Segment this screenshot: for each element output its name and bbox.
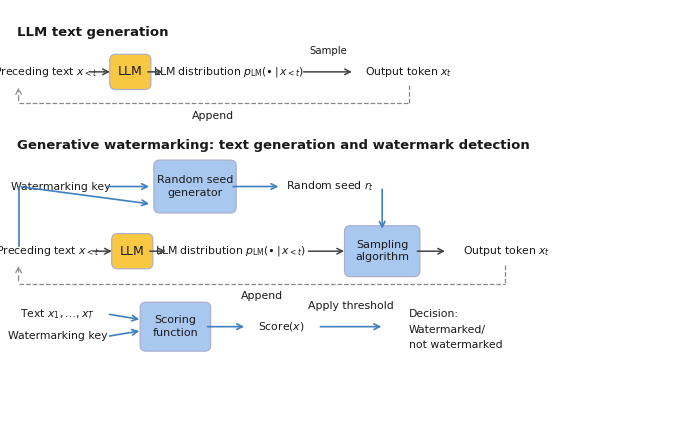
Text: Text $x_1, \ldots, x_T$: Text $x_1, \ldots, x_T$ [21,307,95,321]
Text: Watermarking key: Watermarking key [11,181,110,192]
Text: Preceding text $x_{<t}$: Preceding text $x_{<t}$ [0,244,100,258]
Text: LLM: LLM [118,65,142,78]
Text: Watermarking key: Watermarking key [8,332,108,341]
Text: Output token $x_t$: Output token $x_t$ [463,244,550,258]
Text: LLM: LLM [120,245,145,258]
Text: Output token $x_t$: Output token $x_t$ [365,65,452,79]
Text: Random seed
generator: Random seed generator [157,175,233,198]
Text: Apply threshold: Apply threshold [308,301,394,311]
Text: Decision:: Decision: [409,309,459,319]
Text: Scoring
function: Scoring function [153,315,198,338]
FancyBboxPatch shape [154,160,236,213]
Text: LLM distribution $p_\mathrm{LM}(\bullet\,|\,x_{<t})$: LLM distribution $p_\mathrm{LM}(\bullet\… [153,65,304,79]
Text: Preceding text $x_{<t}$: Preceding text $x_{<t}$ [0,65,98,79]
FancyBboxPatch shape [110,54,151,89]
Text: Append: Append [192,111,234,121]
FancyBboxPatch shape [140,302,211,351]
Text: Sample: Sample [309,46,347,56]
Text: Random seed $r_t$: Random seed $r_t$ [286,180,374,193]
Text: Sampling
algorithm: Sampling algorithm [356,240,409,262]
Text: Watermarked/: Watermarked/ [409,325,486,335]
Text: LLM distribution $p_\mathrm{LM}(\bullet\,|\,x_{<t})$: LLM distribution $p_\mathrm{LM}(\bullet\… [155,244,306,258]
Text: Append: Append [240,291,283,301]
FancyBboxPatch shape [345,226,420,277]
Text: not watermarked: not watermarked [409,340,502,350]
Text: Generative watermarking: text generation and watermark detection: Generative watermarking: text generation… [16,139,530,152]
Text: Score$(x)$: Score$(x)$ [258,320,305,333]
Text: LLM text generation: LLM text generation [16,26,168,39]
FancyBboxPatch shape [112,234,153,269]
